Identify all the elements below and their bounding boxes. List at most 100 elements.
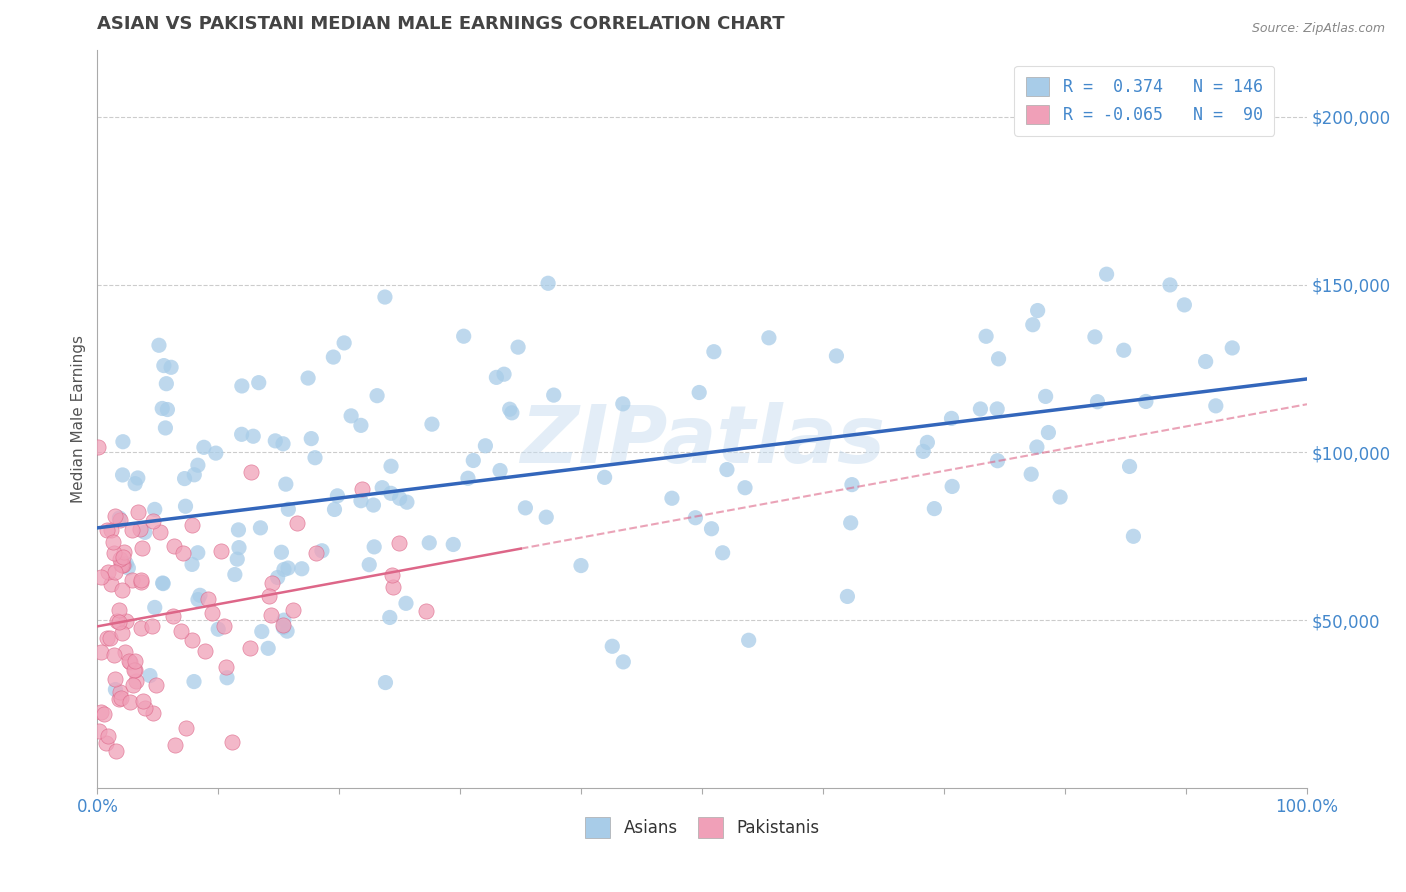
Point: [1220, 341, 1243, 355]
Point: [201, 606, 224, 620]
Point: [115, 557, 138, 571]
Point: [110, 691, 132, 706]
Point: [104, 565, 127, 579]
Point: [974, 329, 997, 343]
Point: [141, 618, 163, 632]
Text: ZIPatlas: ZIPatlas: [520, 402, 884, 480]
Y-axis label: Median Male Earnings: Median Male Earnings: [72, 334, 86, 503]
Point: [457, 471, 479, 485]
Legend: Asians, Pakistanis: Asians, Pakistanis: [576, 809, 828, 846]
Point: [711, 546, 734, 560]
Point: [506, 340, 529, 354]
Point: [381, 567, 404, 582]
Point: [569, 558, 592, 573]
Point: [463, 453, 485, 467]
Point: [131, 574, 153, 589]
Point: [97, 729, 120, 743]
Point: [1095, 267, 1118, 281]
Point: [941, 479, 963, 493]
Point: [1084, 330, 1107, 344]
Point: [96, 631, 118, 645]
Point: [366, 389, 388, 403]
Point: [142, 706, 165, 720]
Point: [304, 450, 326, 465]
Point: [277, 502, 299, 516]
Point: [187, 458, 209, 473]
Point: [612, 397, 634, 411]
Point: [174, 500, 197, 514]
Point: [156, 402, 179, 417]
Point: [143, 502, 166, 516]
Point: [239, 640, 262, 655]
Point: [323, 502, 346, 516]
Point: [415, 604, 437, 618]
Point: [1022, 318, 1045, 332]
Point: [273, 562, 295, 576]
Point: [395, 596, 418, 610]
Point: [152, 576, 174, 591]
Point: [207, 622, 229, 636]
Point: [112, 544, 135, 558]
Point: [986, 401, 1008, 416]
Point: [350, 483, 373, 497]
Point: [145, 678, 167, 692]
Point: [297, 371, 319, 385]
Point: [124, 663, 146, 677]
Point: [124, 654, 146, 668]
Point: [688, 385, 710, 400]
Point: [193, 440, 215, 454]
Point: [197, 592, 219, 607]
Point: [277, 561, 299, 575]
Point: [111, 626, 134, 640]
Point: [183, 467, 205, 482]
Point: [120, 655, 142, 669]
Point: [1026, 303, 1049, 318]
Point: [160, 360, 183, 375]
Point: [374, 290, 396, 304]
Point: [194, 644, 217, 658]
Point: [104, 744, 127, 758]
Point: [363, 498, 385, 512]
Point: [363, 540, 385, 554]
Point: [132, 694, 155, 708]
Point: [90, 570, 112, 584]
Point: [1112, 343, 1135, 358]
Point: [127, 505, 149, 519]
Point: [1205, 399, 1227, 413]
Point: [380, 459, 402, 474]
Point: [204, 446, 226, 460]
Point: [104, 672, 127, 686]
Point: [388, 491, 411, 506]
Point: [515, 500, 537, 515]
Point: [188, 588, 211, 602]
Point: [340, 409, 363, 423]
Point: [1019, 467, 1042, 482]
Point: [139, 668, 162, 682]
Point: [105, 614, 128, 628]
Point: [305, 546, 328, 560]
Point: [118, 695, 141, 709]
Point: [115, 614, 138, 628]
Point: [737, 633, 759, 648]
Point: [228, 541, 250, 555]
Point: [474, 439, 496, 453]
Point: [131, 621, 153, 635]
Point: [121, 524, 143, 538]
Point: [350, 418, 373, 433]
Point: [117, 561, 139, 575]
Point: [112, 549, 135, 564]
Point: [380, 486, 402, 500]
Point: [291, 562, 314, 576]
Point: [266, 570, 288, 584]
Point: [148, 338, 170, 352]
Point: [142, 514, 165, 528]
Point: [90, 706, 112, 720]
Point: [703, 344, 725, 359]
Point: [700, 522, 723, 536]
Point: [841, 477, 863, 491]
Point: [122, 664, 145, 678]
Point: [1173, 298, 1195, 312]
Point: [388, 536, 411, 550]
Point: [441, 537, 464, 551]
Point: [299, 432, 322, 446]
